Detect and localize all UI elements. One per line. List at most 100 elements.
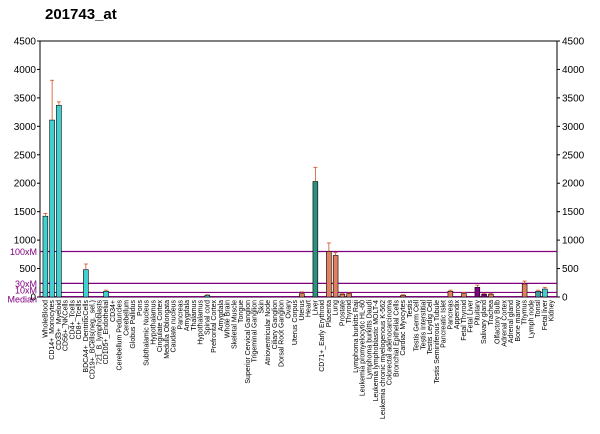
bar: [339, 293, 346, 298]
x-tick-label: CD34+: [110, 300, 117, 322]
reference-line-label: 100xM: [10, 247, 37, 257]
x-tick-label: Cardiac Myocytes: [400, 300, 407, 356]
x-tick-label: Spinal cord: [204, 300, 211, 335]
bar: [461, 293, 467, 298]
y-tick-label-right: 4000: [562, 65, 585, 76]
x-tick-label: Uterus Corpus: [292, 300, 299, 346]
x-tick-label: Amygdala: [218, 300, 225, 331]
reference-line-label: 10xM: [15, 285, 37, 295]
x-tick-label: CD71+_Early Erythroid: [319, 300, 326, 372]
y-tick-label-right: 2000: [562, 179, 585, 190]
x-tick-label: 721_B_lymphoblasts: [96, 300, 103, 365]
x-tick-label: Cingulate Cortex: [157, 300, 164, 353]
bar: [542, 288, 548, 298]
x-tick-label: Skin: [258, 300, 265, 314]
x-tick-label: Medulla Oblongata: [164, 300, 171, 359]
x-tick-label: Superior Cervical Ganglion: [245, 300, 252, 384]
x-tick-label: Dorsal Root Ganglion: [279, 300, 286, 367]
x-tick-label: Skeletal Muscle: [231, 300, 238, 349]
x-tick-label: CD105+_Endothelial: [103, 300, 110, 365]
bar: [103, 291, 109, 298]
x-tick-label: Hypothalamus: [198, 300, 205, 345]
x-tick-label: CD14+_Monocytes: [49, 300, 56, 360]
x-tick-label: Pancreas: [447, 300, 454, 330]
y-tick-label-left: 4000: [14, 65, 37, 76]
x-tick-label: Lung: [333, 300, 340, 316]
x-tick-label: Colorectal adenocarcinoma: [387, 300, 394, 385]
x-tick-label: Leukemia chronic myelogenous K-562: [380, 300, 387, 419]
x-tick-label: Leukemia lymphoblastic MOLT-4: [373, 300, 380, 402]
x-tick-label: Thymus: [522, 300, 529, 325]
y-tick-label-right: 4500: [562, 37, 585, 48]
x-tick-label: Tongue: [238, 300, 245, 323]
bar: [481, 293, 487, 298]
x-tick-label: Whole Brain: [225, 300, 232, 338]
x-tick-label: CD19+_BCells(neg._sel.): [90, 300, 97, 379]
x-tick-label: Heart: [306, 300, 313, 317]
bar: [535, 291, 541, 298]
x-tick-label: CD33+_Myeloid: [56, 300, 63, 350]
reference-line-label: 30xM: [15, 279, 37, 289]
x-tick-label: Trachea: [488, 300, 495, 326]
y-tick-label-left: 4500: [14, 37, 37, 48]
x-tick-label: Appendix: [454, 300, 461, 330]
y-tick-label-right: 1500: [562, 207, 585, 218]
bar: [42, 215, 49, 298]
x-tick-label: Thyroid: [346, 300, 353, 323]
x-tick-label: CD4+_Tcells: [69, 300, 76, 340]
bar: [346, 293, 352, 298]
x-tick-label: Pancreas: [177, 300, 184, 330]
x-tick-label: Cerebellum Peduncles: [117, 300, 124, 371]
x-tick-label: Testis: [407, 300, 414, 318]
y-tick-label-left: 2000: [14, 179, 37, 190]
x-axis-labels: WholeBlood CD14+_Monocytes CD33+_Myeloid CD…: [42, 299, 555, 419]
x-tick-label: Ovary: [285, 300, 292, 319]
x-tick-label: Adrenal gland: [508, 300, 515, 343]
bar: [49, 119, 55, 298]
x-tick-label: Pons: [137, 300, 144, 316]
bar: [83, 269, 89, 298]
y-tick-label-left: 3000: [14, 122, 37, 133]
x-tick-label: WholeBlood: [42, 300, 49, 338]
x-tick-label: Fetal Liver: [468, 299, 475, 332]
x-tick-label: Testis Interstitial: [420, 300, 427, 350]
x-tick-label: CD56+_NKCells: [63, 300, 70, 352]
bar: [400, 294, 406, 298]
y-tick-label-right: 500: [562, 264, 579, 275]
x-tick-label: Fetal Thyroid: [461, 300, 468, 341]
x-tick-label: Globus Pallidus: [130, 300, 137, 349]
y-tick-label-left: 500: [19, 264, 36, 275]
y-tick-label-right: 3500: [562, 93, 585, 104]
x-tick-label: Lymph node: [528, 300, 535, 338]
bar: [474, 287, 481, 298]
x-tick-label: Tonsil: [535, 300, 542, 318]
x-tick-label: Cerebellum: [123, 300, 130, 336]
y-tick-label-right: 0: [562, 293, 568, 304]
x-tick-label: Testis Seminiferous Tubule: [434, 300, 441, 384]
x-tick-label: Amygdala: [184, 300, 191, 331]
y-tick-label-left: 1000: [14, 236, 37, 247]
y-tick-label-left: 1500: [14, 207, 37, 218]
plot-frame: [39, 40, 558, 298]
x-tick-label: Hypothalamus: [150, 300, 157, 345]
x-tick-label: Olfactory Bulb: [495, 300, 502, 344]
y-tick-label-left: 0: [30, 293, 36, 304]
y-axis-left: 0 500 1000 1500 2000 2500 3000 3500 4000 4500: [14, 37, 40, 304]
bar: [521, 283, 528, 298]
x-tick-label: Kidney: [549, 300, 556, 322]
x-tick-label: Bronchial Epithelial Cells: [393, 300, 400, 378]
x-tick-label: Uterus: [299, 300, 306, 321]
chart-title: 201743_at: [45, 6, 117, 23]
x-tick-label: Bone marrow: [515, 299, 522, 342]
bar: [204, 294, 211, 298]
bar: [447, 291, 454, 298]
x-tick-label: Thalamus: [191, 300, 198, 331]
x-tick-label: Pancreatic Islet: [441, 300, 448, 348]
bar: [56, 104, 62, 298]
bar: [326, 251, 332, 298]
x-tick-label: Prostate: [339, 300, 346, 326]
x-tick-label: Testis Germ Cell: [414, 300, 421, 352]
x-tick-label: Leukemia promyelocytic HL-60: [360, 300, 367, 396]
